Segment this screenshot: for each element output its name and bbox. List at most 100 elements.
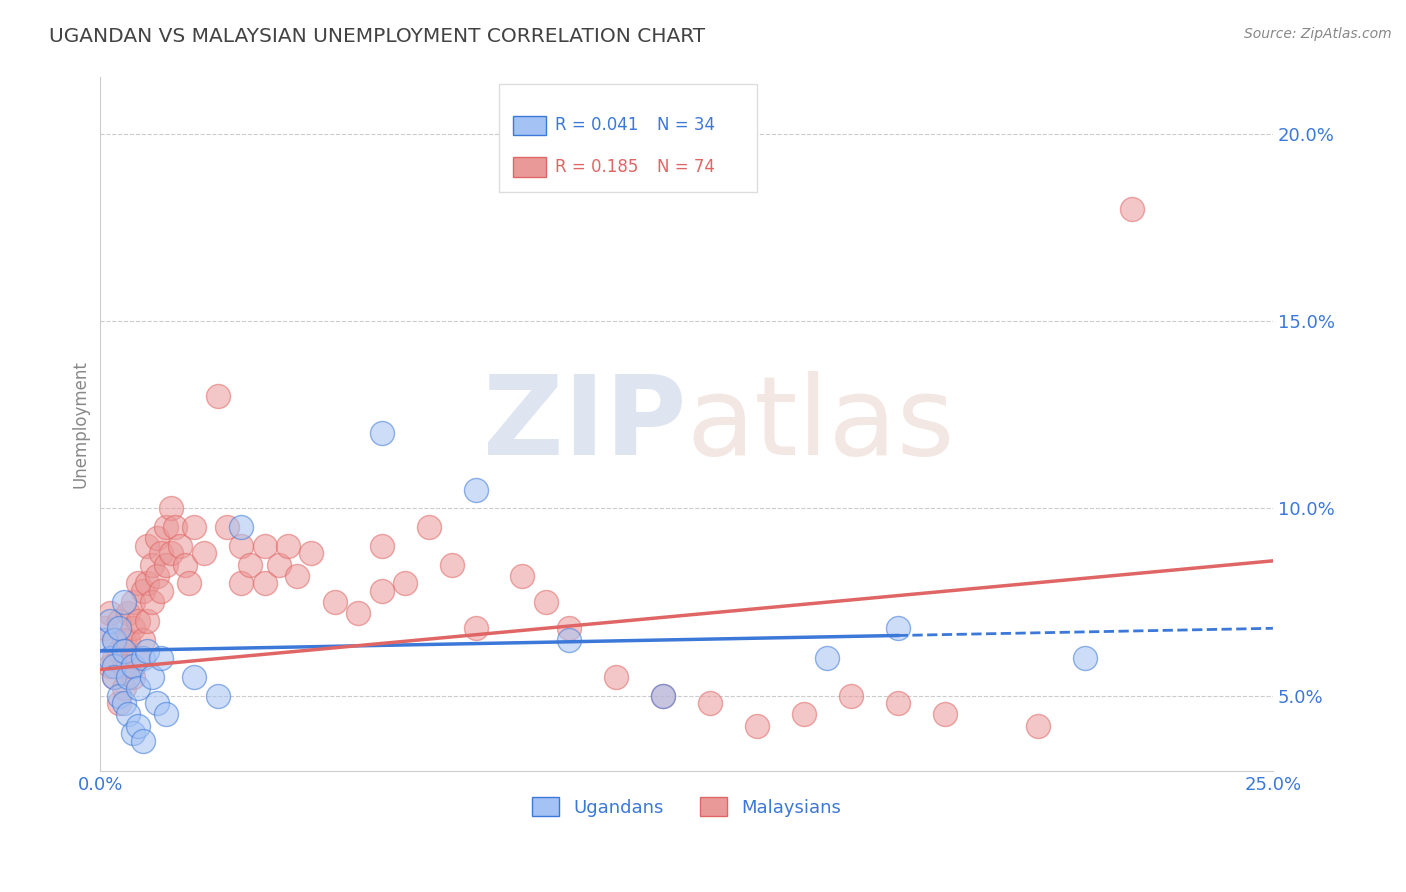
Point <box>239 558 262 572</box>
Point <box>122 726 145 740</box>
Y-axis label: Unemployment: Unemployment <box>72 360 89 488</box>
Point <box>558 621 581 635</box>
Point <box>155 520 177 534</box>
Point <box>117 670 139 684</box>
Point <box>371 426 394 441</box>
Point <box>145 569 167 583</box>
Point <box>886 696 908 710</box>
FancyBboxPatch shape <box>513 157 546 177</box>
Point <box>652 689 675 703</box>
Point <box>98 658 121 673</box>
Point <box>371 539 394 553</box>
Point <box>207 389 229 403</box>
Point <box>131 651 153 665</box>
Point <box>103 632 125 647</box>
Point <box>285 569 308 583</box>
Point <box>886 621 908 635</box>
Point <box>112 681 135 696</box>
Point <box>394 576 416 591</box>
Point <box>127 719 149 733</box>
Point <box>112 632 135 647</box>
Legend: Ugandans, Malaysians: Ugandans, Malaysians <box>524 790 849 824</box>
Point <box>112 595 135 609</box>
Point <box>150 546 173 560</box>
Text: atlas: atlas <box>686 370 955 477</box>
Point <box>141 670 163 684</box>
Point <box>136 614 159 628</box>
Point <box>215 520 238 534</box>
Point <box>815 651 838 665</box>
Point <box>745 719 768 733</box>
Point <box>699 696 721 710</box>
Point <box>159 546 181 560</box>
Point <box>155 558 177 572</box>
Point <box>145 696 167 710</box>
Point <box>127 651 149 665</box>
Point <box>207 689 229 703</box>
Point <box>122 658 145 673</box>
Point <box>108 621 131 635</box>
Point <box>98 614 121 628</box>
Point <box>183 520 205 534</box>
Point <box>98 607 121 621</box>
Point <box>112 658 135 673</box>
Point <box>371 583 394 598</box>
Point <box>155 707 177 722</box>
Point <box>229 520 252 534</box>
Point <box>108 696 131 710</box>
Point <box>159 501 181 516</box>
Point <box>299 546 322 560</box>
Point <box>558 632 581 647</box>
Point <box>108 689 131 703</box>
Point <box>165 520 187 534</box>
Point <box>108 644 131 658</box>
Point <box>229 539 252 553</box>
Point <box>464 621 486 635</box>
Point <box>934 707 956 722</box>
Point <box>94 621 117 635</box>
Point <box>117 632 139 647</box>
Point <box>229 576 252 591</box>
Point <box>179 576 201 591</box>
Point <box>464 483 486 497</box>
Point <box>103 658 125 673</box>
Point <box>103 670 125 684</box>
Point <box>127 576 149 591</box>
Point <box>441 558 464 572</box>
Point <box>117 607 139 621</box>
Point <box>131 733 153 747</box>
Point <box>103 651 125 665</box>
Point <box>141 558 163 572</box>
Point <box>145 532 167 546</box>
Point <box>652 689 675 703</box>
Point <box>112 644 135 658</box>
Point <box>150 583 173 598</box>
Point <box>323 595 346 609</box>
Point <box>117 707 139 722</box>
Point <box>193 546 215 560</box>
Point <box>98 651 121 665</box>
Point <box>150 651 173 665</box>
Point <box>1121 202 1143 216</box>
Point <box>103 632 125 647</box>
Point <box>141 595 163 609</box>
Point <box>131 583 153 598</box>
Point <box>839 689 862 703</box>
Text: N = 34: N = 34 <box>658 116 716 135</box>
Point <box>169 539 191 553</box>
Point <box>112 696 135 710</box>
Point <box>267 558 290 572</box>
Point <box>253 539 276 553</box>
Point <box>127 614 149 628</box>
Point <box>277 539 299 553</box>
Point <box>117 658 139 673</box>
Point <box>122 670 145 684</box>
Point <box>122 621 145 635</box>
FancyBboxPatch shape <box>513 116 546 135</box>
Point <box>534 595 557 609</box>
Point <box>1028 719 1050 733</box>
Point <box>512 569 534 583</box>
Text: ZIP: ZIP <box>484 370 686 477</box>
Point <box>253 576 276 591</box>
Point <box>183 670 205 684</box>
